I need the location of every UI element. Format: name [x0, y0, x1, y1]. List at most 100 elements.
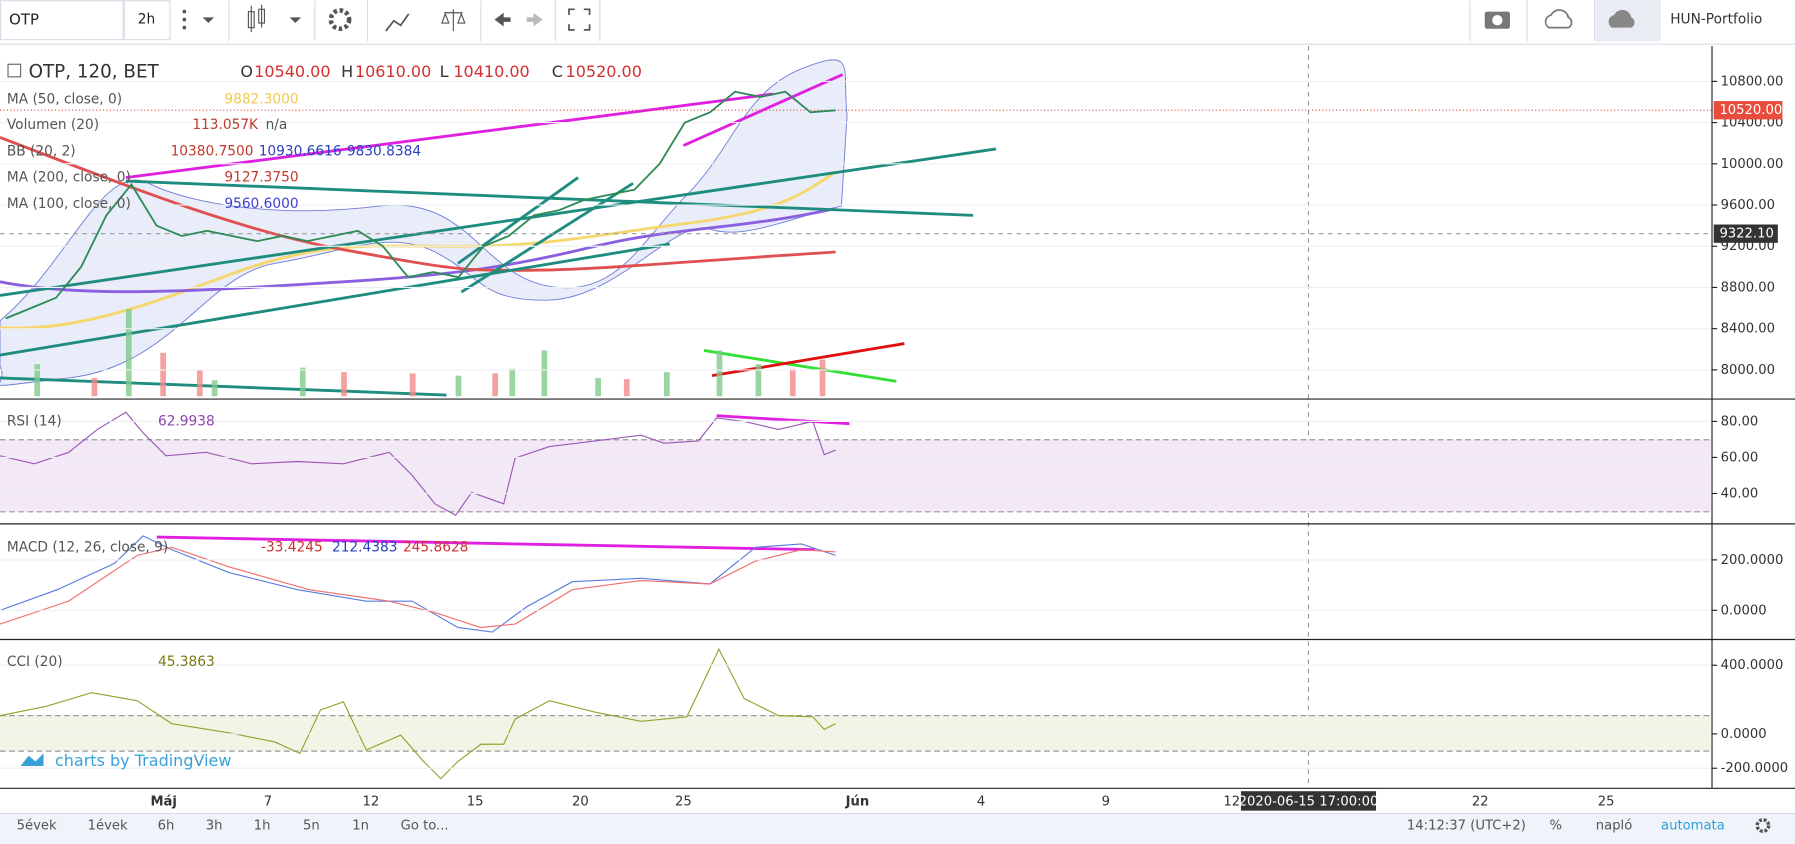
y-tick-label: 8800.00	[1721, 280, 1775, 295]
watermark[interactable]: charts by TradingView	[55, 751, 232, 770]
last-price-label: 10520.00	[1719, 103, 1782, 118]
range-button[interactable]: 1évek	[88, 818, 128, 834]
log-toggle[interactable]: napló	[1596, 818, 1632, 834]
indicator-name: MA (100, close, 0)	[7, 196, 131, 212]
snapshot-button[interactable]	[1484, 11, 1510, 29]
y-tick-label: 400.0000	[1721, 658, 1784, 673]
y-tick-label: 10000.00	[1721, 157, 1784, 172]
band-borders	[0, 439, 1712, 752]
indicators-button[interactable]	[385, 13, 410, 32]
indicator-value: 9882.3000	[224, 92, 298, 108]
indicator-name: BB (20, 2)	[7, 143, 76, 159]
volume-bars	[91, 352, 826, 397]
bollinger-band	[0, 59, 848, 386]
candle-type-button[interactable]	[247, 4, 266, 33]
symbol-box[interactable]	[0, 0, 124, 41]
range-button[interactable]: 3h	[206, 819, 223, 834]
x-tick-label: 15	[467, 794, 484, 809]
crosshair-price-label: 9322.10	[1719, 227, 1773, 242]
x-tick-label: 20	[572, 794, 589, 809]
percent-toggle[interactable]: %	[1549, 819, 1562, 834]
toolbar	[0, 0, 1795, 44]
range-button[interactable]: 1n	[352, 819, 369, 834]
undo-button[interactable]	[494, 12, 511, 27]
x-tick-label: 25	[675, 794, 692, 809]
indicator-value: n/a	[266, 117, 288, 133]
ohlc-value: 10410.00	[453, 62, 529, 81]
auto-toggle[interactable]: automata	[1661, 819, 1725, 834]
crosshair-date-tag	[1240, 791, 1377, 811]
indicator-value: 9830.8384	[347, 143, 421, 159]
indicator-name: RSI (14)	[7, 413, 62, 429]
indicator-value: -33.4245	[261, 539, 323, 555]
watermark-logo	[20, 753, 44, 767]
portfolio[interactable]: HUN-Portfolio	[1670, 12, 1762, 28]
save-cloud-button[interactable]	[1608, 9, 1635, 28]
load-cloud-button[interactable]	[1544, 9, 1573, 29]
y-tick-label: 8000.00	[1721, 363, 1775, 378]
settings-button[interactable]	[328, 8, 352, 32]
ma200	[0, 136, 836, 272]
indicator-value: 113.057K	[192, 117, 259, 133]
interval-button[interactable]	[123, 0, 171, 41]
dropdown-arrow[interactable]	[289, 17, 302, 24]
price-line	[5, 90, 836, 320]
y-tick-label: 80.00	[1721, 414, 1759, 429]
crosshair-date: 2020-06-15 17:00:00	[1239, 794, 1379, 809]
x-tick-label: 4	[977, 794, 985, 809]
last-price-tag	[1713, 101, 1783, 120]
compare-button[interactable]	[441, 9, 466, 32]
y-tick-label: 40.00	[1721, 486, 1759, 501]
range-button[interactable]: 6h	[158, 819, 175, 834]
indicator-value: 45.3863	[158, 654, 215, 670]
x-tick-label: Máj	[150, 793, 176, 809]
y-tick-label: 0.0000	[1721, 603, 1767, 618]
y-tick-label: -200.0000	[1721, 761, 1789, 776]
y-tick-label: 200.0000	[1721, 553, 1784, 568]
signal-line	[0, 546, 836, 629]
ohlc-label: L	[440, 62, 449, 81]
indicator-name: MA (200, close, 0)	[7, 170, 131, 186]
y-tick-label: 9200.00	[1721, 239, 1775, 254]
y-tick-label: 8400.00	[1721, 322, 1775, 337]
dropdown-arrow[interactable]	[202, 17, 215, 24]
redo-button[interactable]	[526, 12, 543, 27]
symbol[interactable]: OTP	[9, 11, 39, 29]
bottom-settings[interactable]	[1755, 818, 1771, 833]
collapse-button[interactable]	[7, 63, 22, 78]
macd-line	[0, 535, 836, 633]
bottom-bar	[0, 814, 1795, 844]
x-tick-label: 9	[1102, 794, 1110, 809]
ohlc-label: C	[552, 62, 563, 81]
crosshair-tag	[1713, 224, 1778, 243]
x-tick-label: 12	[363, 794, 380, 809]
pane-separators	[0, 45, 1795, 789]
indicator-value: 245.8628	[403, 539, 468, 555]
indicator-value: 9560.6000	[224, 196, 298, 212]
indicator-value: 10380.7500	[171, 143, 254, 159]
ohlc-value: 10540.00	[254, 62, 330, 81]
x-tick-label: 12	[1223, 794, 1240, 809]
range-button[interactable]: 5n	[303, 819, 320, 834]
indicator-name: CCI (20)	[7, 654, 63, 670]
ohlc-value: 10610.00	[355, 62, 431, 81]
y-tick-label: 0.0000	[1721, 727, 1767, 742]
range-button[interactable]: 5évek	[17, 818, 57, 834]
indicator-value: 62.9938	[158, 413, 215, 429]
fullscreen-button[interactable]	[568, 8, 591, 31]
clock: 14:12:37 (UTC+2)	[1407, 819, 1526, 834]
y-tick-label: 9600.00	[1721, 198, 1775, 213]
x-tick-label: 7	[264, 794, 272, 809]
indicator-value: 10930.6616	[259, 143, 342, 159]
goto-button[interactable]: Go to...	[401, 819, 449, 834]
volume-bars	[34, 309, 762, 397]
menu-dots[interactable]	[182, 9, 187, 30]
range-button[interactable]: 1h	[254, 819, 271, 834]
ma100	[0, 207, 836, 294]
ohlc-label: H	[341, 62, 353, 81]
x-tick-label: 22	[1472, 794, 1489, 809]
y-tick-label: 60.00	[1721, 450, 1759, 465]
indicator-name: Volumen (20)	[7, 117, 99, 133]
interval[interactable]: 2h	[138, 12, 155, 28]
